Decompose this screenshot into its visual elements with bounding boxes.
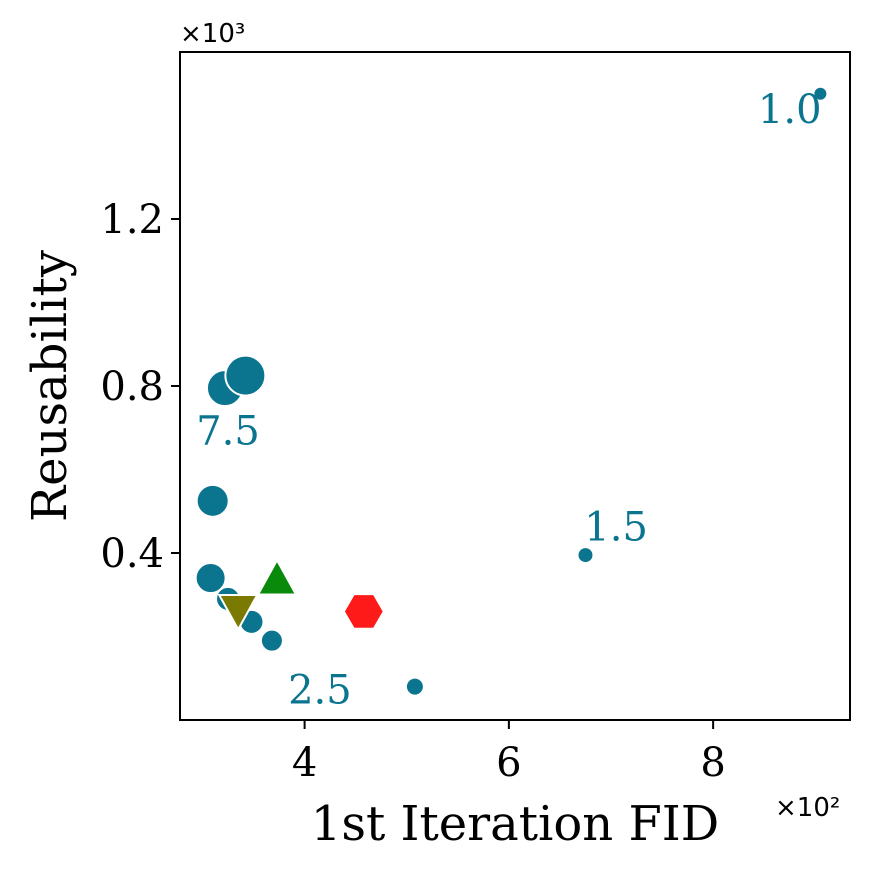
y-axis-label: Reusability [22, 250, 78, 522]
circle-marker [259, 628, 284, 653]
x-tick-label: 6 [496, 740, 521, 786]
circle-marker [404, 676, 425, 697]
y-tick-label: 0.4 [100, 531, 164, 577]
annotations: 1.0 1.5 7.5 2.5 [196, 87, 821, 713]
x-tick-label: 8 [700, 740, 725, 786]
x-axis-label: 1st Iteration FID [311, 796, 719, 852]
circle-marker [194, 562, 227, 595]
annotation-label: 1.0 [758, 87, 822, 133]
triangle-up-marker [256, 558, 298, 596]
x-axis-multiplier: ×10² [775, 793, 840, 823]
y-tick-label: 1.2 [100, 197, 164, 243]
y-tick-label: 0.8 [100, 364, 164, 410]
annotation-label: 7.5 [196, 408, 260, 454]
circle-marker [224, 354, 267, 397]
circle-marker [576, 546, 595, 565]
data-markers [194, 85, 829, 697]
y-axis-multiplier: ×10³ [180, 19, 245, 49]
circle-marker [812, 85, 829, 102]
x-axis-ticks: 4 6 8 [292, 720, 726, 786]
hexagon-marker [342, 593, 385, 630]
plot-frame [179, 51, 851, 721]
triangle-down-marker [217, 593, 259, 632]
annotation-label: 2.5 [288, 667, 352, 713]
y-axis-ticks: 0.4 0.8 1.2 [100, 197, 180, 577]
annotation-label: 1.5 [584, 504, 648, 550]
circle-marker [195, 483, 230, 518]
x-tick-label: 4 [292, 740, 317, 786]
